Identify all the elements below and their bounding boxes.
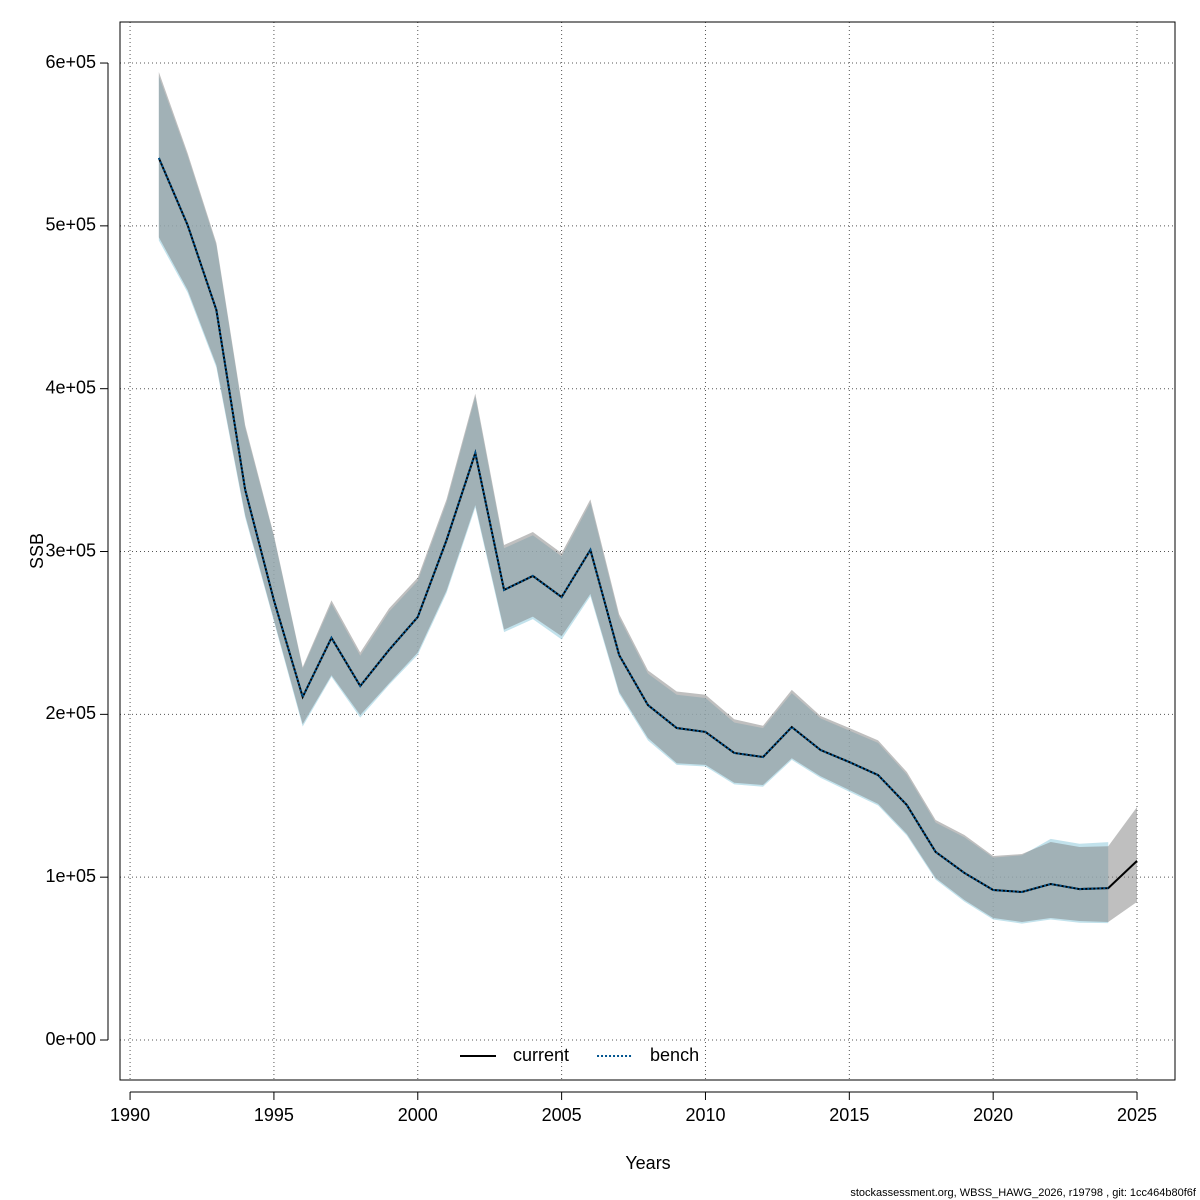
y-tick-label: 6e+05 — [45, 52, 96, 72]
footnote: stockassessment.org, WBSS_HAWG_2026, r19… — [850, 1187, 1197, 1199]
series-line — [157, 157, 1138, 894]
x-tick-label: 2000 — [398, 1105, 438, 1125]
x-tick-label: 2015 — [829, 1105, 869, 1125]
plot-frame — [119, 21, 1176, 1081]
confidence-band — [158, 76, 1109, 924]
x-tick-label: 2005 — [542, 1105, 582, 1125]
y-axis-label: SSB — [27, 533, 47, 569]
y-tick-label: 1e+05 — [45, 866, 96, 886]
y-tick-label: 0e+00 — [45, 1029, 96, 1049]
x-tick-label: 2010 — [685, 1105, 725, 1125]
confidence-band — [158, 71, 1138, 922]
y-tick-label: 4e+05 — [45, 377, 96, 397]
y-tick-label: 5e+05 — [45, 215, 96, 235]
x-axis-label: Years — [625, 1153, 670, 1173]
x-tick-label: 2020 — [973, 1105, 1013, 1125]
legend-label: bench — [650, 1045, 699, 1065]
x-tick-label: 2025 — [1117, 1105, 1157, 1125]
series-line — [157, 157, 1109, 894]
y-tick-label: 3e+05 — [45, 540, 96, 560]
x-tick-label: 1990 — [110, 1105, 150, 1125]
y-tick-label: 2e+05 — [45, 703, 96, 723]
legend-label: current — [513, 1045, 569, 1065]
x-tick-label: 1995 — [254, 1105, 294, 1125]
